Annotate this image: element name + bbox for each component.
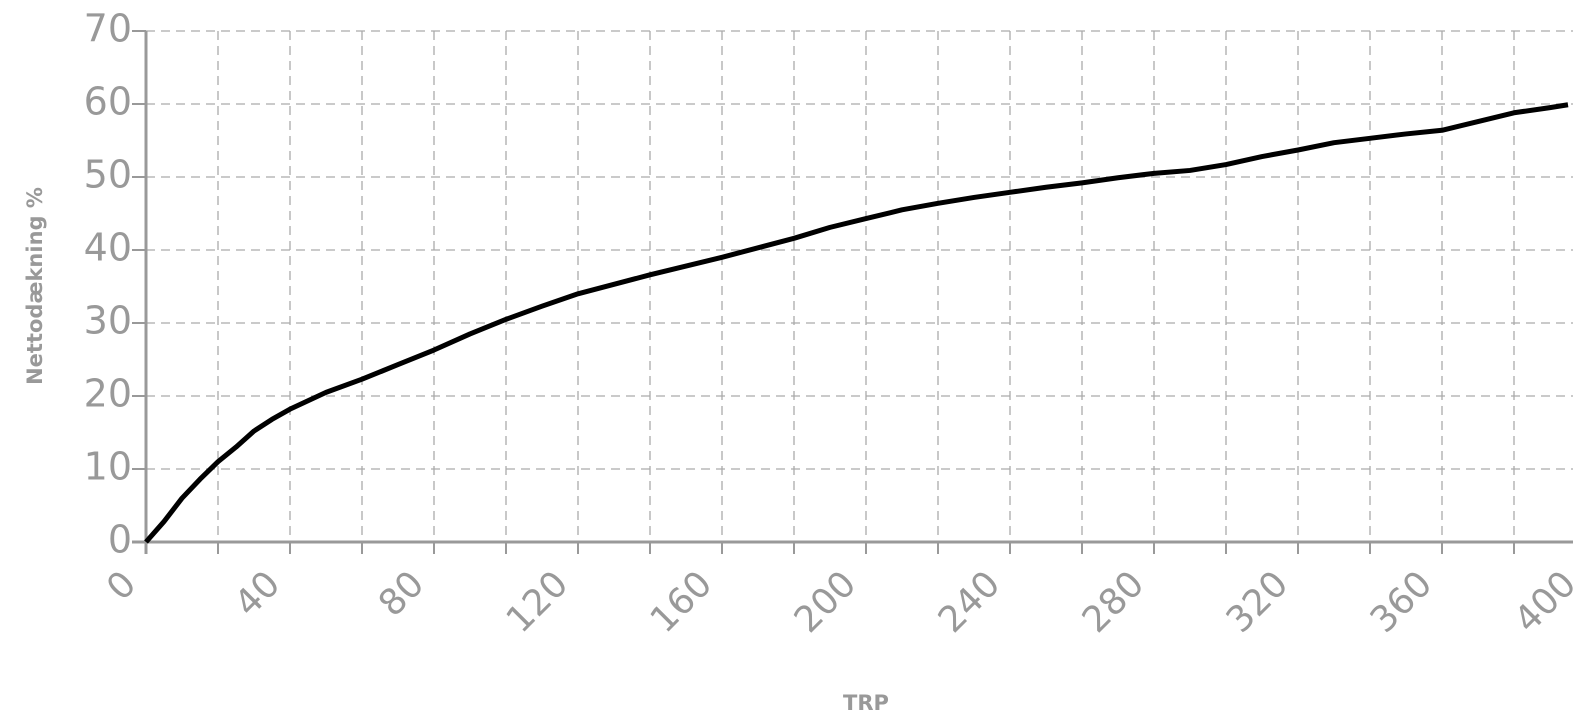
- x-tick-label: 240: [931, 563, 1009, 641]
- x-tick-label: 200: [787, 563, 865, 641]
- y-tick-label: 60: [84, 80, 132, 124]
- y-axis-title: Nettodækning %: [23, 187, 47, 385]
- x-tick-label: 360: [1363, 563, 1441, 641]
- y-tick-label: 10: [84, 445, 132, 489]
- y-tick-label: 20: [84, 372, 132, 416]
- y-tick-label: 70: [84, 7, 132, 51]
- y-tick-label: 30: [84, 299, 132, 343]
- x-tick-label: 320: [1219, 563, 1297, 641]
- x-axis-title: TRP: [843, 691, 889, 715]
- x-tick-label: 80: [371, 563, 432, 624]
- y-tick-label: 40: [84, 226, 132, 270]
- y-tick-label: 0: [108, 518, 132, 562]
- x-tick-label: 40: [227, 563, 288, 624]
- line-series: [144, 102, 1569, 544]
- x-tick-label: 120: [499, 563, 577, 641]
- y-tick-label: 50: [84, 153, 132, 197]
- x-tick-label: 280: [1075, 563, 1153, 641]
- x-tick-label: 160: [643, 563, 721, 641]
- x-tick-label: 400: [1507, 563, 1573, 641]
- x-tick-label: 0: [99, 563, 144, 608]
